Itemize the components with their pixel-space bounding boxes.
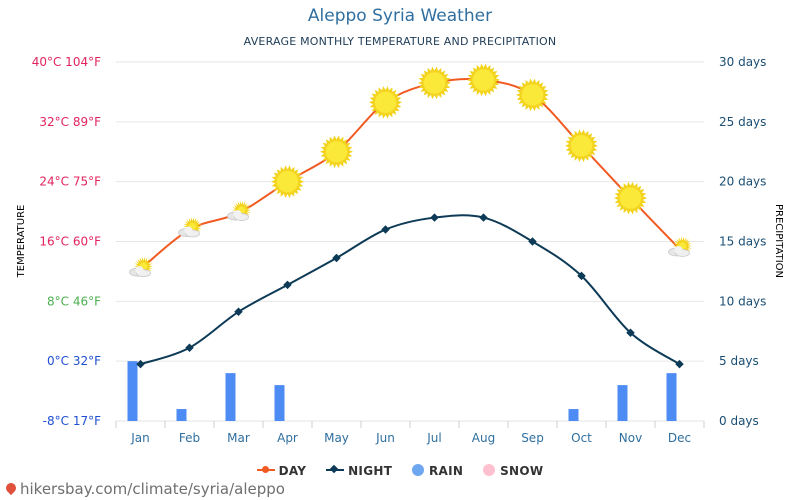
sun-icon bbox=[369, 86, 402, 119]
location-pin-icon bbox=[3, 480, 19, 496]
night-point bbox=[185, 343, 194, 352]
cloud-part bbox=[184, 226, 193, 235]
line-layer bbox=[136, 78, 684, 369]
sun-core bbox=[423, 71, 446, 95]
legend-item-snow[interactable]: SNOW bbox=[483, 464, 543, 478]
night-point bbox=[528, 237, 537, 246]
legend-day-label: DAY bbox=[278, 464, 307, 478]
y-right-tick-label: 10 days bbox=[719, 294, 766, 308]
sun-core bbox=[374, 90, 397, 114]
legend: DAY NIGHT RAIN SNOW bbox=[0, 464, 800, 478]
y-right-tick-label: 5 days bbox=[719, 354, 759, 368]
source-link[interactable]: hikersbay.com/climate/syria/aleppo bbox=[3, 480, 285, 498]
sun-core bbox=[619, 186, 642, 210]
sun-icon bbox=[516, 78, 549, 112]
legend-item-rain[interactable]: RAIN bbox=[412, 464, 463, 478]
partly-cloudy-icon bbox=[227, 200, 251, 221]
night-point bbox=[577, 271, 586, 281]
night-point bbox=[283, 280, 292, 290]
y-left-tick-label: 32°C 89°F bbox=[39, 115, 101, 129]
y-right-tick-label: 0 days bbox=[719, 414, 759, 428]
y-left-tick-label: -8°C 17°F bbox=[43, 414, 101, 428]
x-tick-label: Aug bbox=[472, 431, 495, 445]
x-tick-label: May bbox=[324, 431, 349, 445]
y-left-tick-label: 8°C 46°F bbox=[47, 294, 101, 308]
x-tick-label: Oct bbox=[571, 431, 592, 445]
sun-icon bbox=[271, 165, 304, 198]
legend-rain-swatch bbox=[412, 464, 425, 476]
x-tick-label: Jul bbox=[426, 431, 441, 445]
night-point bbox=[626, 328, 635, 337]
night-point bbox=[381, 225, 390, 234]
legend-night-label: NIGHT bbox=[348, 464, 393, 478]
cloud-part bbox=[135, 266, 144, 275]
chart-subtitle: AVERAGE MONTHLY TEMPERATURE AND PRECIPIT… bbox=[243, 35, 557, 48]
y-left-axis-title: TEMPERATURE bbox=[16, 205, 27, 279]
sun-icon bbox=[565, 129, 598, 163]
chart-title: Aleppo Syria Weather bbox=[307, 6, 493, 26]
x-tick-label: Feb bbox=[179, 431, 200, 445]
y-right-tick-label: 25 days bbox=[719, 115, 766, 129]
rain-bar bbox=[568, 409, 579, 421]
night-point bbox=[430, 213, 439, 222]
rain-bar bbox=[225, 373, 236, 421]
sun-core bbox=[472, 68, 495, 92]
sun-icon bbox=[320, 135, 353, 169]
legend-day-swatch bbox=[256, 466, 275, 473]
legend-item-night[interactable]: NIGHT bbox=[326, 464, 392, 478]
legend-snow-label: SNOW bbox=[500, 464, 544, 478]
legend-rain-label: RAIN bbox=[429, 464, 464, 478]
sun-icon bbox=[467, 63, 500, 97]
x-tick-label: Apr bbox=[277, 431, 298, 445]
night-point bbox=[332, 253, 341, 263]
night-point bbox=[234, 307, 243, 317]
rain-bar bbox=[176, 409, 187, 421]
rain-bar bbox=[666, 373, 677, 421]
sun-core bbox=[276, 170, 299, 194]
y-left-tick-label: 16°C 60°F bbox=[39, 235, 101, 249]
source-text: hikersbay.com/climate/syria/aleppo bbox=[20, 480, 285, 498]
x-tick-label: Sep bbox=[521, 431, 544, 445]
sun-icon bbox=[614, 181, 647, 215]
legend-snow-swatch bbox=[483, 464, 496, 476]
night-point bbox=[479, 213, 488, 222]
y-right-axis-title: PRECIPITATION bbox=[773, 204, 784, 278]
axis-layer: 40°C 104°F 32°C 89°F 24°C 75°F 16°C 60°F 8°C… bbox=[16, 55, 784, 445]
y-right-tick-label: 20 days bbox=[719, 175, 766, 189]
sun-core bbox=[521, 83, 544, 107]
legend-item-day[interactable]: DAY bbox=[256, 464, 307, 478]
rain-bar bbox=[127, 361, 138, 421]
y-right-tick-label: 30 days bbox=[719, 55, 766, 69]
partly-cloudy-icon bbox=[178, 217, 202, 238]
cloud-part bbox=[674, 245, 683, 254]
x-tick-label: Mar bbox=[227, 431, 250, 445]
night-point bbox=[136, 359, 145, 369]
y-left-tick-label: 0°C 32°F bbox=[47, 354, 101, 368]
x-tick-label: Jan bbox=[130, 431, 150, 445]
y-left-tick-label: 40°C 104°F bbox=[32, 55, 101, 69]
night-point bbox=[675, 359, 684, 369]
y-right-tick-label: 15 days bbox=[719, 235, 766, 249]
rain-bars bbox=[127, 361, 677, 421]
rain-bar bbox=[617, 385, 628, 421]
x-tick-label: Nov bbox=[619, 431, 642, 445]
sun-core bbox=[325, 140, 348, 164]
sun-icon bbox=[418, 66, 451, 100]
night-series-line bbox=[140, 214, 681, 366]
rain-bar bbox=[274, 385, 285, 421]
weather-icons bbox=[129, 63, 692, 278]
y-left-tick-label: 24°C 75°F bbox=[39, 175, 101, 189]
grid-layer bbox=[115, 61, 705, 428]
x-tick-label: Jun bbox=[375, 431, 395, 445]
sun-core bbox=[570, 134, 593, 158]
legend-night-swatch bbox=[326, 464, 345, 474]
partly-cloudy-icon bbox=[129, 256, 153, 278]
cloud-part bbox=[233, 210, 242, 219]
partly-cloudy-icon bbox=[668, 236, 692, 257]
day-series-line bbox=[139, 78, 681, 270]
x-tick-label: Dec bbox=[668, 431, 691, 445]
